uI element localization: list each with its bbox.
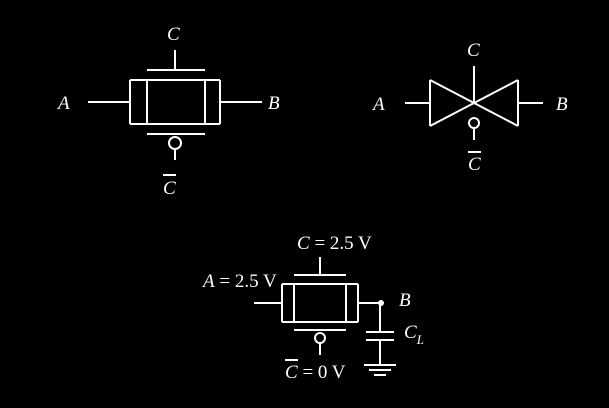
example-channel-box — [293, 283, 347, 323]
tgate-transistor-schematic: C A B C — [56, 24, 280, 199]
symbol-gate-bar-label-c: C — [468, 154, 481, 175]
capacitor-label: CL — [404, 322, 424, 347]
output-label-b: B — [268, 93, 280, 114]
gate-label-c: C — [167, 24, 180, 45]
input-label-a: A — [56, 93, 70, 114]
example-gate-label: C = 2.5 V — [297, 233, 372, 254]
pmos-inversion-bubble — [168, 136, 182, 150]
example-output-label-b: B — [399, 290, 411, 311]
tgate-symbol: C A B C — [371, 40, 568, 175]
symbol-input-label-a: A — [371, 94, 385, 115]
symbol-inversion-bubble — [468, 117, 480, 129]
example-gate-bar-label: C = 0 V — [285, 362, 346, 383]
example-input-label: A = 2.5 V — [201, 271, 277, 292]
symbol-gate-label-c: C — [467, 40, 480, 61]
tgate-example-circuit: C = 2.5 V A = 2.5 V B CL C = 0 V — [201, 233, 424, 383]
nmos-channel-box — [146, 79, 206, 125]
symbol-output-label-b: B — [556, 94, 568, 115]
gate-bar-label-c: C — [163, 178, 176, 199]
example-inversion-bubble — [314, 332, 326, 344]
